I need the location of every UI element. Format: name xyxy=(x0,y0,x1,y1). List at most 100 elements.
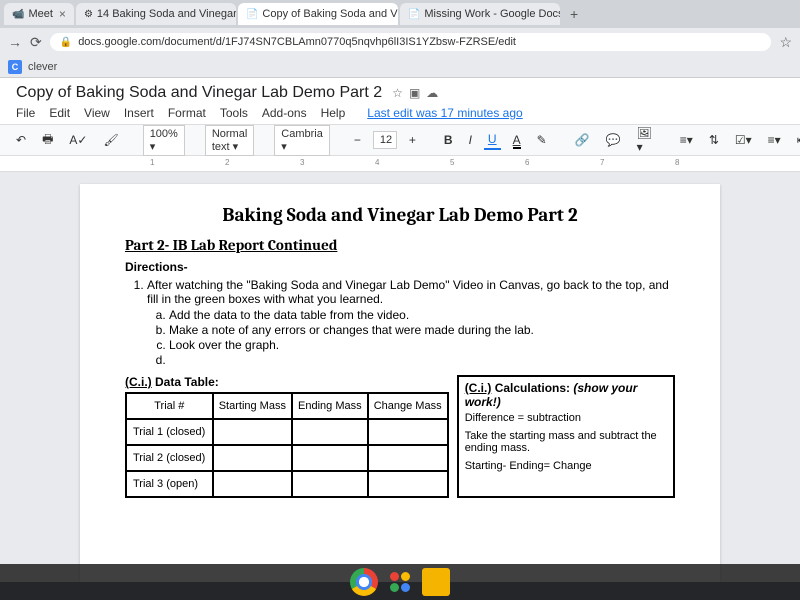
menu-format[interactable]: Format xyxy=(168,106,206,120)
slides-icon[interactable] xyxy=(422,568,450,596)
menu-file[interactable]: File xyxy=(16,106,35,120)
menu-edit[interactable]: Edit xyxy=(49,106,70,120)
bold-button[interactable]: B xyxy=(440,131,457,149)
undo-button[interactable]: ↶ xyxy=(12,131,30,149)
paint-format-button[interactable]: 🖌 xyxy=(99,131,122,149)
cloud-icon[interactable]: ☁ xyxy=(426,86,438,100)
comment-button[interactable]: 💬 xyxy=(602,131,625,149)
close-icon[interactable]: × xyxy=(59,7,66,21)
calc-text: Take the starting mass and subtract the … xyxy=(465,430,667,454)
url-field[interactable]: 🔒 docs.google.com/document/d/1FJ74SN7CBL… xyxy=(50,33,772,51)
new-tab-button[interactable]: + xyxy=(562,6,586,22)
table-cell[interactable] xyxy=(213,471,292,497)
table-row[interactable]: Trial 3 (open) xyxy=(126,471,448,497)
substep: Add the data to the data table from the … xyxy=(169,308,675,322)
bookmark-star-icon[interactable]: ☆ xyxy=(779,34,792,51)
bookmark-icon[interactable]: C xyxy=(8,60,22,74)
menu-insert[interactable]: Insert xyxy=(124,106,154,120)
calc-label: (C.i.) Calculations: (show your work!) xyxy=(465,381,667,409)
browser-tab[interactable]: ⚙14 Baking Soda and Vinegar Lab× xyxy=(76,3,236,25)
ruler-mark: 3 xyxy=(300,158,304,167)
browser-tab[interactable]: 📄Missing Work - Google Docs× xyxy=(400,3,560,25)
table-cell[interactable] xyxy=(213,445,292,471)
calc-text: Starting- Ending= Change xyxy=(465,460,667,472)
forward-button[interactable]: → xyxy=(8,34,22,50)
table-header: Ending Mass xyxy=(292,393,368,419)
menu-help[interactable]: Help xyxy=(321,106,346,120)
zoom-select[interactable]: 100% ▾ xyxy=(143,125,185,156)
text-color-button[interactable]: A xyxy=(509,131,525,149)
reload-button[interactable]: ⟳ xyxy=(30,34,42,51)
docs-icon: 📄 xyxy=(408,9,420,20)
tab-label: Copy of Baking Soda and Vineg xyxy=(262,8,398,20)
ruler-mark: 4 xyxy=(375,158,379,167)
table-cell[interactable] xyxy=(368,445,448,471)
tab-label: Missing Work - Google Docs xyxy=(424,8,560,20)
checklist-button[interactable]: ☑▾ xyxy=(731,131,756,149)
ruler-mark: 2 xyxy=(225,158,229,167)
bullet-list-button[interactable]: ≡▾ xyxy=(764,131,785,149)
table-cell[interactable] xyxy=(368,471,448,497)
menu-addons[interactable]: Add-ons xyxy=(262,106,307,120)
calc-text: Difference = subtraction xyxy=(465,412,667,424)
table-cell[interactable] xyxy=(213,419,292,445)
docs-header: Copy of Baking Soda and Vinegar Lab Demo… xyxy=(0,78,800,124)
doc-heading: Baking Soda and Vinegar Lab Demo Part 2 xyxy=(125,204,675,226)
table-cell[interactable] xyxy=(292,419,368,445)
substep: Make a note of any errors or changes tha… xyxy=(169,323,675,337)
last-edit-link[interactable]: Last edit was 17 minutes ago xyxy=(367,106,522,120)
browser-tab[interactable]: 📹 Meet × xyxy=(4,3,74,25)
font-size-dec[interactable]: − xyxy=(350,131,365,149)
table-row[interactable]: Trial 2 (closed) xyxy=(126,445,448,471)
table-cell[interactable]: Trial 3 (open) xyxy=(126,471,213,497)
font-size-inc[interactable]: + xyxy=(405,131,420,149)
table-row[interactable]: Trial 1 (closed) xyxy=(126,419,448,445)
tab-label: Meet xyxy=(28,8,52,20)
underline-button[interactable]: U xyxy=(484,130,501,150)
italic-button[interactable]: I xyxy=(465,131,476,149)
step-text: After watching the "Baking Soda and Vine… xyxy=(147,278,669,306)
taskbar xyxy=(0,564,800,600)
style-select[interactable]: Normal text ▾ xyxy=(205,125,254,156)
table-header: Starting Mass xyxy=(213,393,292,419)
directions-list: After watching the "Baking Soda and Vine… xyxy=(147,278,675,367)
font-select[interactable]: Cambria ▾ xyxy=(274,125,330,156)
table-header: Change Mass xyxy=(368,393,448,419)
document-canvas[interactable]: Baking Soda and Vinegar Lab Demo Part 2 … xyxy=(0,172,800,582)
font-size[interactable]: 12 xyxy=(373,131,397,149)
image-button[interactable]: 🖼▾ xyxy=(633,124,656,156)
chrome-icon[interactable] xyxy=(350,568,378,596)
table-label: (C.i.) Data Table: xyxy=(125,375,449,389)
line-spacing-button[interactable]: ⇅ xyxy=(705,131,723,149)
data-table[interactable]: Trial # Starting Mass Ending Mass Change… xyxy=(125,392,449,498)
highlight-button[interactable]: ✎ xyxy=(533,131,551,149)
print-button[interactable]: 🖶 xyxy=(38,128,57,153)
doc-subheading: Part 2- IB Lab Report Continued xyxy=(125,236,675,254)
link-button[interactable]: 🔗 xyxy=(571,131,594,149)
spellcheck-button[interactable]: A✓ xyxy=(65,131,91,149)
table-cell[interactable] xyxy=(292,471,368,497)
table-header-row: Trial # Starting Mass Ending Mass Change… xyxy=(126,393,448,419)
table-cell[interactable] xyxy=(368,419,448,445)
star-icon[interactable]: ☆ xyxy=(392,86,403,100)
ruler[interactable]: 1 2 3 4 5 6 7 8 xyxy=(0,156,800,172)
substep: Look over the graph. xyxy=(169,338,675,352)
align-button[interactable]: ≡▾ xyxy=(676,131,697,149)
menu-view[interactable]: View xyxy=(84,106,110,120)
table-cell[interactable] xyxy=(292,445,368,471)
ruler-mark: 5 xyxy=(450,158,454,167)
tab-icon: 📹 xyxy=(12,9,24,20)
indent-dec-button[interactable]: ⇤ xyxy=(793,131,800,149)
bookmark-label[interactable]: clever xyxy=(28,61,57,73)
ruler-mark: 7 xyxy=(600,158,604,167)
move-icon[interactable]: ▣ xyxy=(409,86,420,100)
table-cell[interactable]: Trial 2 (closed) xyxy=(126,445,213,471)
document-title[interactable]: Copy of Baking Soda and Vinegar Lab Demo… xyxy=(16,84,382,102)
directions-label: Directions- xyxy=(125,260,675,274)
url-bar: → ⟳ 🔒 docs.google.com/document/d/1FJ74SN… xyxy=(0,28,800,56)
apps-icon[interactable] xyxy=(390,572,410,592)
page[interactable]: Baking Soda and Vinegar Lab Demo Part 2 … xyxy=(80,184,720,582)
menu-tools[interactable]: Tools xyxy=(220,106,248,120)
browser-tab-active[interactable]: 📄Copy of Baking Soda and Vineg× xyxy=(238,3,398,25)
table-cell[interactable]: Trial 1 (closed) xyxy=(126,419,213,445)
